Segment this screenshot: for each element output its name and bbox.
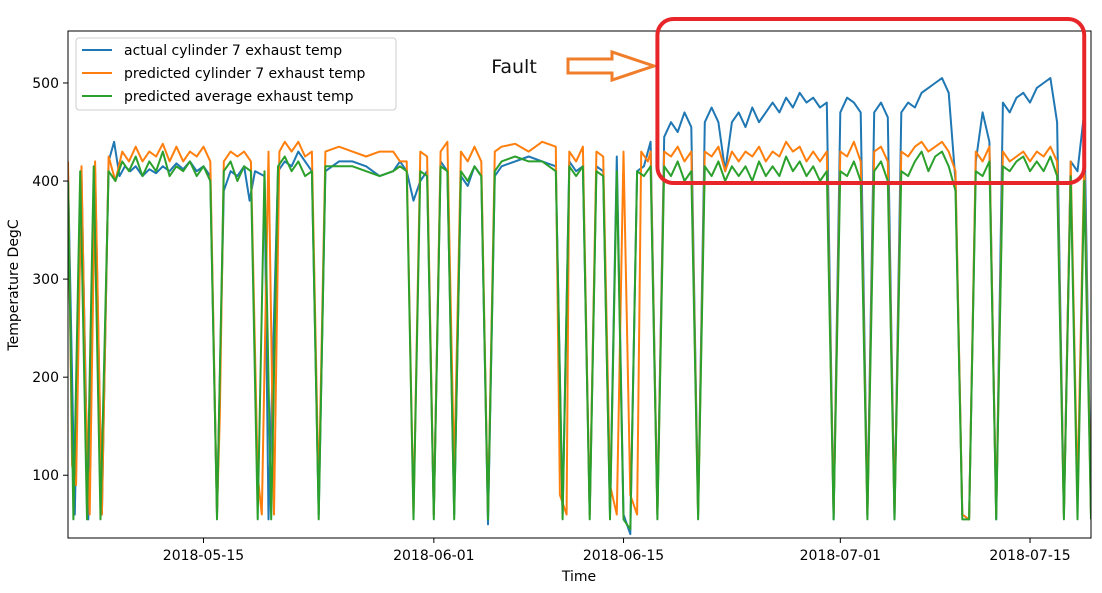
fault-highlight-box bbox=[655, 17, 1087, 186]
fault-arrow bbox=[566, 49, 659, 83]
legend-entry-predicted-average: predicted average exhaust temp bbox=[124, 89, 354, 105]
legend-entry-predicted-cyl7: predicted cylinder 7 exhaust temp bbox=[124, 66, 366, 82]
legend-entry-actual: actual cylinder 7 exhaust temp bbox=[124, 43, 342, 59]
y-tick-label-4: 500 bbox=[32, 76, 59, 92]
fault-label: Fault bbox=[491, 56, 537, 78]
y-tick-label-0: 100 bbox=[32, 468, 59, 484]
y-tick-label-2: 300 bbox=[32, 272, 59, 288]
legend-box bbox=[75, 37, 397, 111]
y-tick-label-3: 400 bbox=[32, 174, 59, 190]
plot-frame bbox=[67, 30, 1092, 539]
x-axis: 2018-05-15 2018-06-01 2018-06-15 2018-07-01… bbox=[163, 538, 1071, 564]
y-axis: 100 200 300 400 500 bbox=[32, 76, 68, 484]
series-layer bbox=[68, 77, 1091, 536]
plot-area bbox=[68, 31, 1091, 538]
y-tick-label-1: 200 bbox=[32, 370, 59, 386]
x-tick-label-0: 2018-05-15 bbox=[163, 548, 244, 564]
x-axis-label: Time bbox=[561, 569, 596, 585]
x-tick-label-4: 2018-07-15 bbox=[989, 548, 1070, 564]
y-axis-label: Temperature DegC bbox=[6, 219, 22, 351]
x-tick-label-2: 2018-06-15 bbox=[583, 548, 664, 564]
legend: actual cylinder 7 exhaust temp predicted… bbox=[75, 37, 397, 111]
x-tick-label-3: 2018-07-01 bbox=[800, 548, 881, 564]
series-line-2 bbox=[68, 150, 1091, 531]
x-tick-label-1: 2018-06-01 bbox=[393, 548, 474, 564]
